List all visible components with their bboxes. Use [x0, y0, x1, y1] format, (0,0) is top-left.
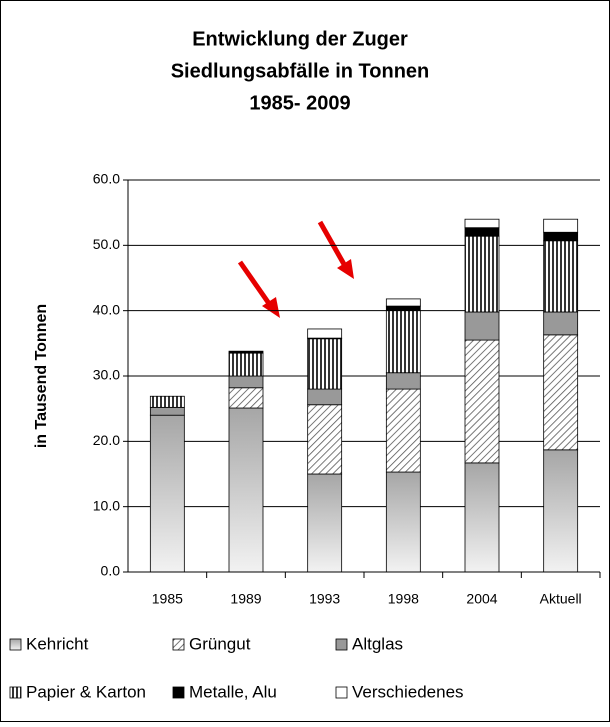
x-tick-label: Aktuell — [540, 591, 582, 607]
bar-segment — [385, 298, 421, 307]
bar-segment — [543, 218, 579, 233]
y-tick-label: 30.0 — [93, 367, 120, 383]
bar-segment — [307, 473, 343, 573]
legend-label: Kehricht — [26, 634, 89, 653]
bar-segment — [307, 404, 343, 475]
bar-segment — [228, 375, 264, 389]
y-tick-label: 60.0 — [93, 171, 120, 187]
bar-segment — [543, 240, 579, 313]
legend-label: Grüngut — [189, 634, 251, 653]
chart-title: Entwicklung der Zuger — [192, 28, 408, 50]
legend-swatch — [172, 686, 185, 699]
y-tick-label: 10.0 — [93, 497, 120, 513]
bar-segment — [543, 311, 579, 336]
arrows — [237, 220, 354, 318]
legend-swatch — [172, 638, 185, 651]
bar-segment — [149, 406, 185, 416]
bar-segment — [385, 372, 421, 390]
y-axis-label: in Tausend Tonnen — [33, 304, 50, 448]
x-tick-label: 1998 — [388, 591, 419, 607]
bar-segment — [543, 334, 579, 451]
bar-segment — [385, 305, 421, 312]
y-tick-label: 0.0 — [101, 563, 121, 579]
legend-swatch — [335, 686, 348, 699]
y-tick-label: 50.0 — [93, 236, 120, 252]
bar-segment — [307, 328, 343, 339]
bar-segment — [228, 407, 264, 573]
legend-swatch — [9, 686, 22, 699]
bar-segment — [385, 388, 421, 473]
legend-label: Metalle, Alu — [189, 682, 277, 701]
bar-segment — [464, 235, 500, 313]
bar-segment — [385, 471, 421, 573]
chart-title: 1985- 2009 — [249, 92, 350, 114]
bar-segment — [464, 311, 500, 341]
x-tick-label: 1993 — [309, 591, 340, 607]
bar-segment — [228, 350, 264, 354]
bar-segment — [543, 449, 579, 573]
bar-segment — [385, 310, 421, 374]
bar-segment — [543, 231, 579, 242]
x-tick-label: 1985 — [152, 591, 183, 607]
y-tick-label: 20.0 — [93, 432, 120, 448]
y-tick-label: 40.0 — [93, 301, 120, 317]
legend-swatch — [335, 638, 348, 651]
bar-segment — [464, 462, 500, 573]
bar-segment — [464, 227, 500, 237]
bar-segment — [464, 339, 500, 464]
bar-segment — [228, 387, 264, 409]
x-tick-label: 2004 — [466, 591, 497, 607]
x-tick-label: 1989 — [230, 591, 261, 607]
chart-title: Siedlungsabfälle in Tonnen — [171, 60, 430, 82]
legend-label: Verschiedenes — [352, 682, 464, 701]
bar-segment — [149, 395, 185, 408]
bar-segment — [149, 414, 185, 573]
bar-segment — [228, 352, 264, 377]
bar-segment — [307, 388, 343, 406]
legend-label: Papier & Karton — [26, 682, 146, 701]
legend-swatch — [9, 638, 22, 651]
legend-label: Altglas — [352, 634, 403, 653]
bar-segment — [464, 218, 500, 229]
bar-segment — [307, 338, 343, 390]
